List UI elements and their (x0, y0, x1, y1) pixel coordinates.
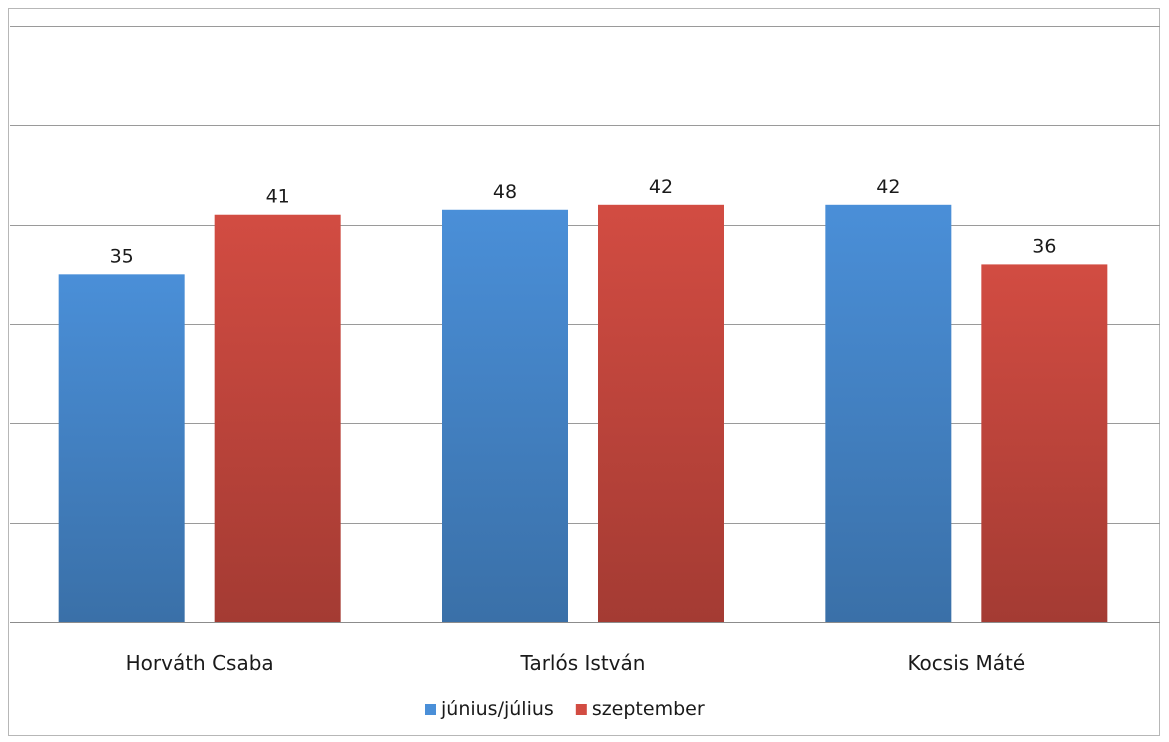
bar-szeptember-3 (981, 264, 1108, 622)
legend-swatch (425, 704, 436, 715)
legend: június/július szeptember (425, 698, 705, 720)
data-label: 36 (1032, 235, 1056, 257)
bars (58, 204, 1108, 623)
x-tick-label: Tarlós István (520, 651, 646, 675)
data-label: 48 (493, 181, 517, 203)
data-labels: 35 41 48 42 42 36 (110, 176, 1057, 268)
bar-junius-julius-3 (825, 204, 952, 623)
x-axis-tick-labels: Horváth Csaba Tarlós István Kocsis Máté (126, 651, 1026, 675)
data-label: 35 (110, 245, 134, 267)
bar-junius-julius-1 (58, 274, 185, 622)
legend-label: szeptember (592, 698, 705, 720)
data-label: 41 (266, 186, 290, 208)
bar-szeptember-1 (214, 214, 341, 622)
data-label: 42 (649, 176, 673, 198)
legend-label: június/július (440, 698, 554, 720)
legend-swatch (575, 704, 587, 715)
x-tick-label: Horváth Csaba (126, 651, 274, 675)
gridlines (10, 26, 1160, 623)
bar-szeptember-2 (598, 204, 724, 623)
x-tick-label: Kocsis Máté (907, 651, 1025, 675)
chart-frame (8, 8, 1160, 736)
bar-junius-julius-2 (442, 209, 568, 622)
data-label: 42 (876, 176, 900, 198)
